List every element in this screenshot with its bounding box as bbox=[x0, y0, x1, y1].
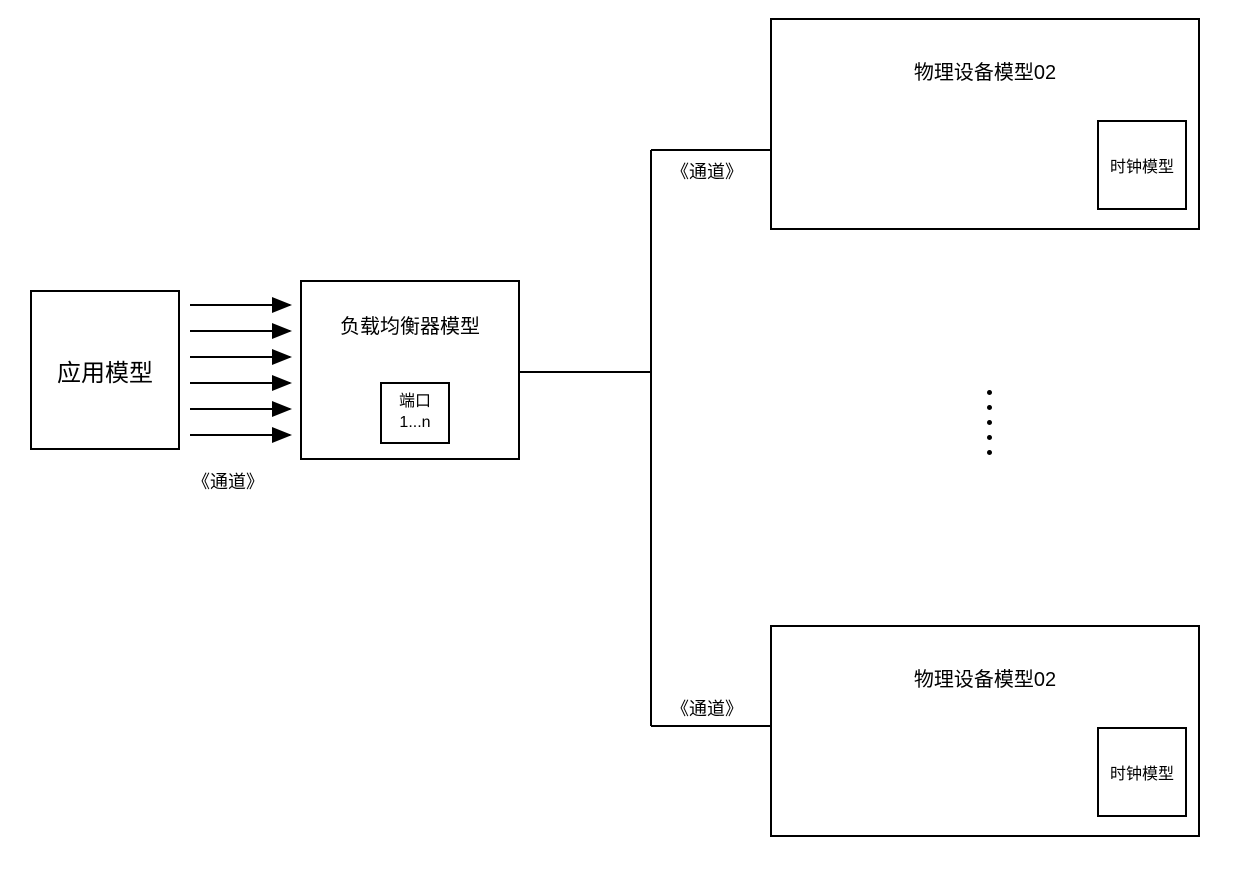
dot bbox=[987, 405, 992, 410]
physical-device-top-box: 物理设备模型02 时钟模型 bbox=[770, 18, 1200, 230]
vertical-dots bbox=[987, 390, 992, 455]
dot bbox=[987, 435, 992, 440]
physical-device-bottom-box: 物理设备模型02 时钟模型 bbox=[770, 625, 1200, 837]
clock-box-top: 时钟模型 bbox=[1097, 120, 1187, 210]
physical-device-bottom-label: 物理设备模型02 bbox=[914, 663, 1056, 692]
application-model-label: 应用模型 bbox=[57, 353, 153, 388]
port-box: 端口 1...n bbox=[380, 382, 450, 444]
load-balancer-label: 负载均衡器模型 bbox=[340, 310, 480, 339]
clock-label-bottom: 时钟模型 bbox=[1110, 760, 1174, 784]
channel-label-top: 《通道》 bbox=[671, 158, 743, 184]
application-model-box: 应用模型 bbox=[30, 290, 180, 450]
port-label-1: 端口 bbox=[399, 392, 431, 413]
dot bbox=[987, 450, 992, 455]
clock-box-bottom: 时钟模型 bbox=[1097, 727, 1187, 817]
clock-label-top: 时钟模型 bbox=[1110, 153, 1174, 177]
load-balancer-box: 负载均衡器模型 端口 1...n bbox=[300, 280, 520, 460]
channel-label-left: 《通道》 bbox=[192, 468, 264, 494]
physical-device-top-label: 物理设备模型02 bbox=[914, 56, 1056, 85]
dot bbox=[987, 420, 992, 425]
dot bbox=[987, 390, 992, 395]
port-label-2: 1...n bbox=[399, 413, 430, 434]
channel-label-bottom: 《通道》 bbox=[671, 695, 743, 721]
